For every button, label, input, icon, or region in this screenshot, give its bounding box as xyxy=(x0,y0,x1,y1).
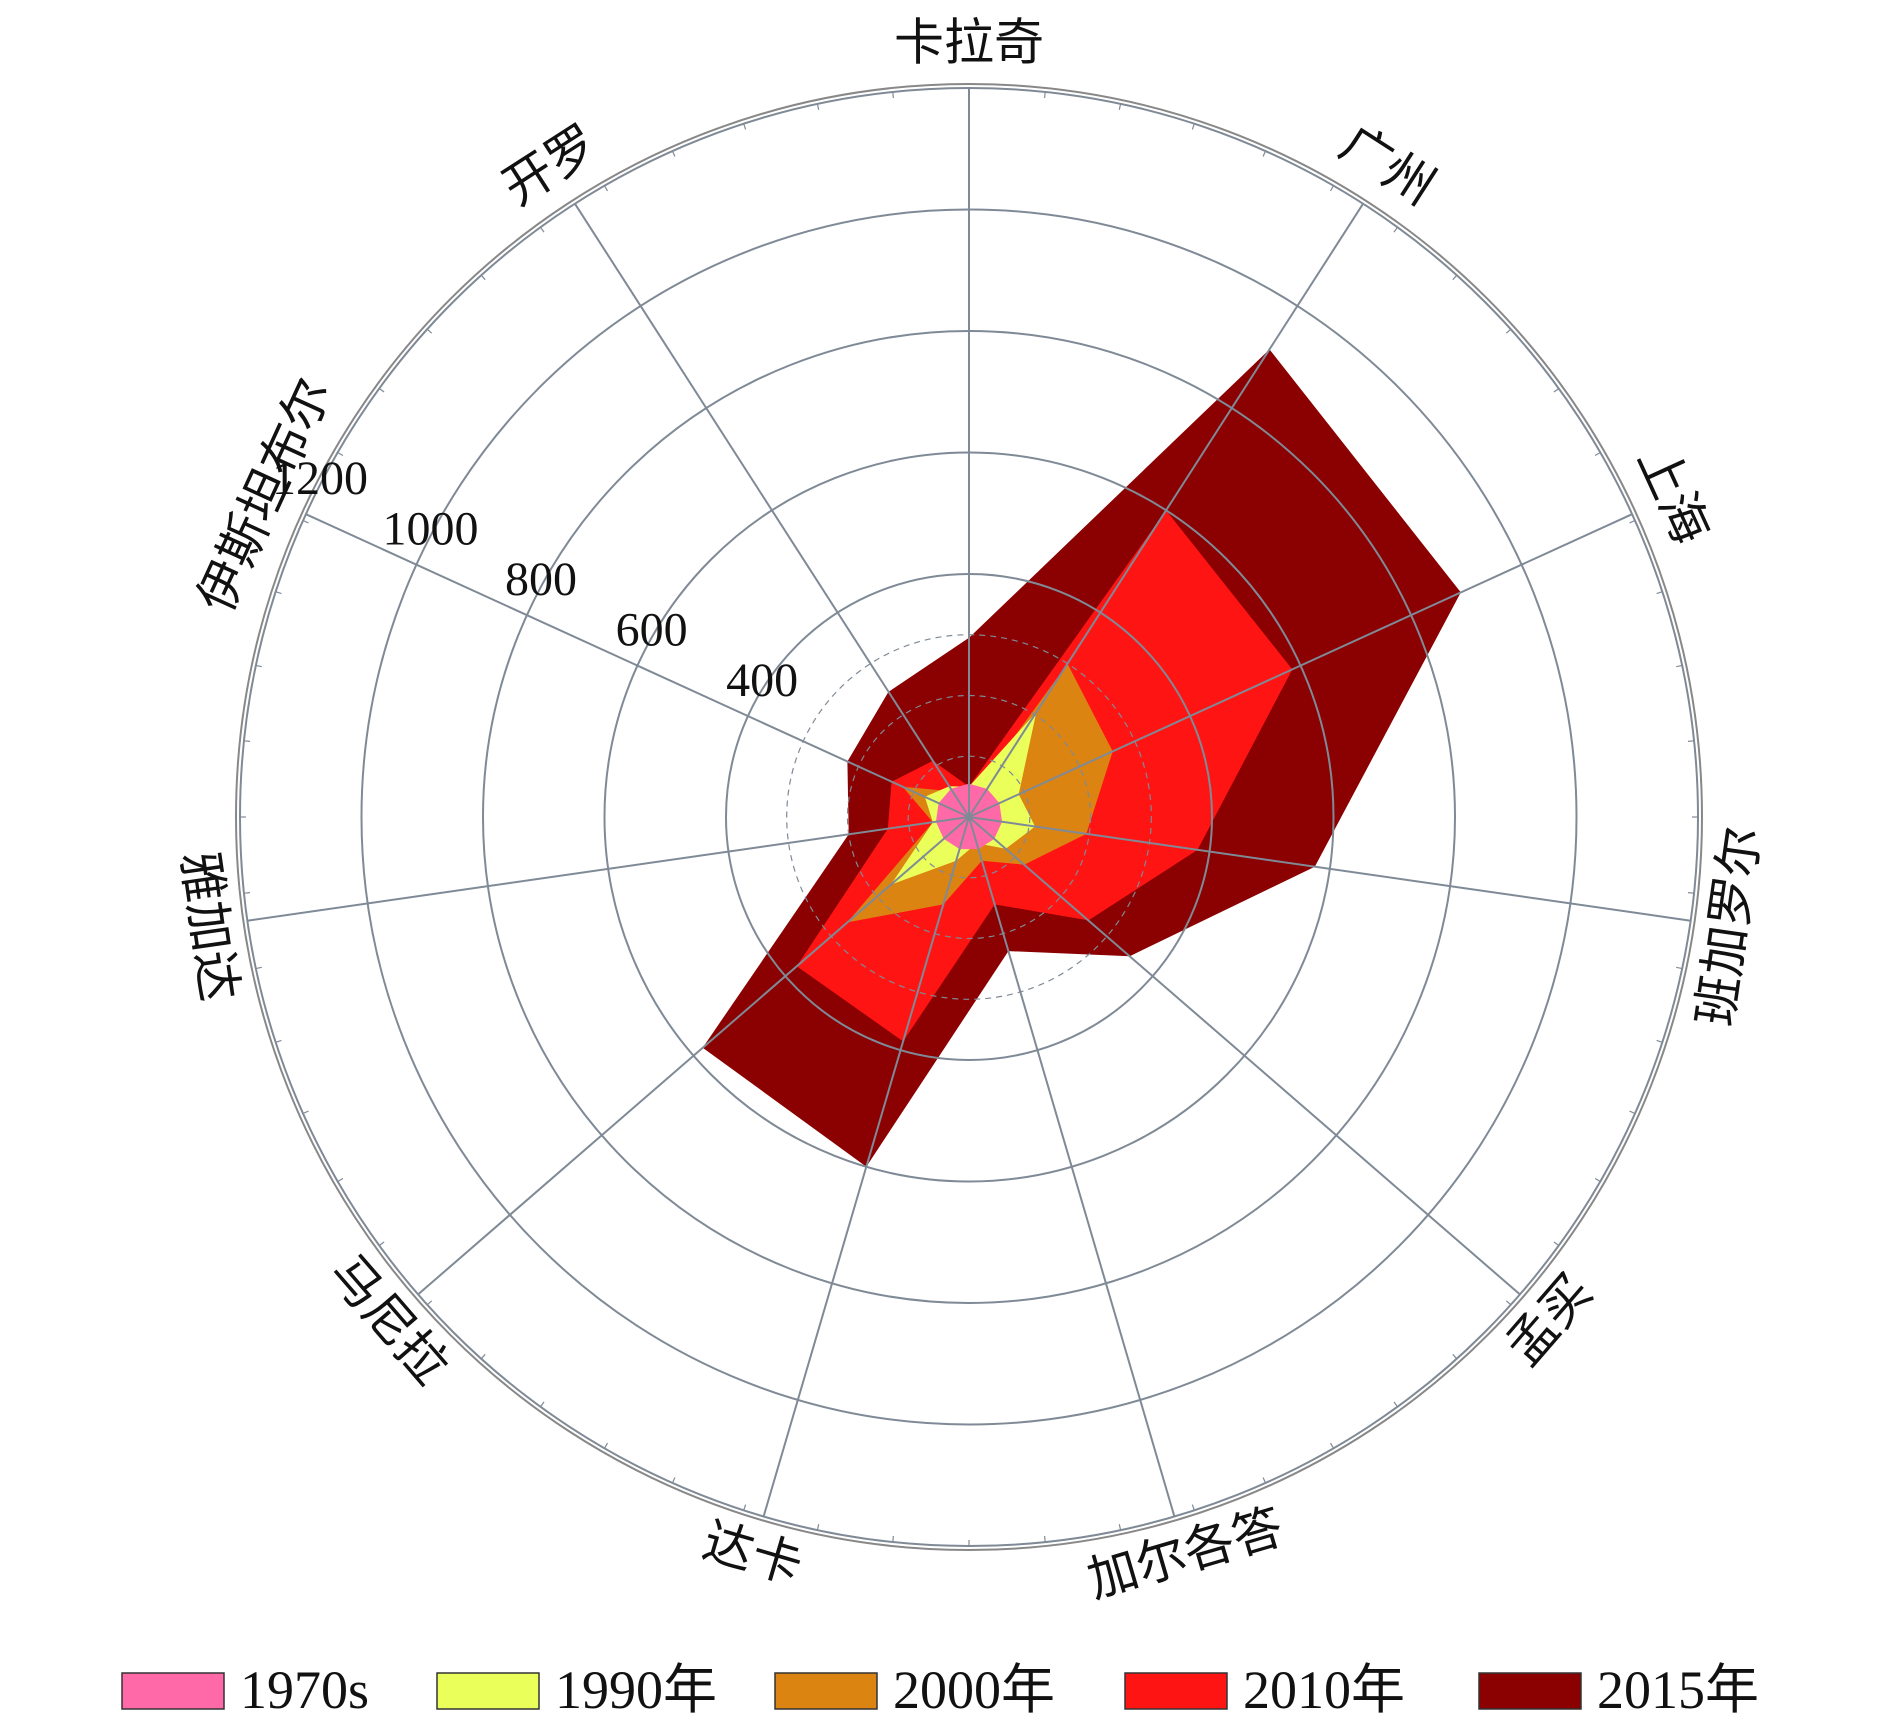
outer-tick xyxy=(1191,123,1195,130)
outer-tick xyxy=(378,1241,385,1246)
outer-tick xyxy=(480,1353,486,1360)
outer-tick xyxy=(426,328,433,334)
spoke-达卡 xyxy=(762,816,970,1517)
outer-tick xyxy=(243,892,251,894)
outer-tick xyxy=(302,519,309,524)
legend-swatch-1970s xyxy=(121,1672,225,1710)
spoke-开罗 xyxy=(574,203,970,818)
tick-label-1200: 1200 xyxy=(272,452,368,505)
legend-swatch-1990年 xyxy=(436,1672,540,1710)
outer-tick xyxy=(1629,519,1636,524)
outer-tick xyxy=(337,451,344,457)
outer-tick xyxy=(1191,1504,1195,1511)
outer-tick xyxy=(1656,591,1663,595)
category-label: 卡拉奇 xyxy=(894,14,1044,72)
spoke-伊斯坦布尔 xyxy=(305,513,970,818)
outer-tick xyxy=(1118,1524,1122,1531)
tick-label-1000: 1000 xyxy=(383,503,479,556)
legend-swatch-2000年 xyxy=(774,1672,878,1710)
outer-tick xyxy=(1594,451,1601,457)
spoke-马尼拉 xyxy=(417,816,970,1296)
outer-tick xyxy=(1118,103,1122,110)
category-label: 班加罗尔 xyxy=(1686,823,1772,1029)
outer-tick xyxy=(337,1177,344,1183)
spoke-上海 xyxy=(968,513,1633,818)
outer-tick xyxy=(1553,388,1560,393)
outer-tick xyxy=(1505,328,1512,334)
spoke-加尔各答 xyxy=(968,816,1176,1517)
outer-tick xyxy=(540,226,545,233)
outer-tick xyxy=(671,1477,676,1484)
legend-label-1970s: 1970s xyxy=(240,1660,369,1720)
tick-label-800: 800 xyxy=(505,553,577,606)
outer-tick xyxy=(816,103,820,110)
category-label: 开罗 xyxy=(493,114,608,217)
outer-tick xyxy=(603,1442,609,1449)
outer-tick xyxy=(1044,91,1046,99)
spoke-孟买 xyxy=(968,816,1521,1296)
outer-tick xyxy=(1262,1477,1267,1484)
outer-tick xyxy=(1329,185,1335,192)
spoke-雅加达 xyxy=(247,816,970,922)
outer-tick xyxy=(275,591,282,595)
outer-tick xyxy=(1452,274,1458,281)
outer-tick xyxy=(1452,1353,1458,1360)
outer-tick xyxy=(743,1504,747,1511)
category-label: 孟买 xyxy=(1494,1263,1603,1377)
outer-tick xyxy=(1676,966,1683,970)
legend-label-2015年: 2015年 xyxy=(1597,1660,1759,1720)
outer-tick xyxy=(1044,1535,1046,1543)
outer-tick xyxy=(1553,1241,1560,1246)
outer-tick xyxy=(1505,1300,1512,1306)
outer-tick xyxy=(255,664,262,668)
tick-label-400: 400 xyxy=(726,654,798,707)
outer-tick xyxy=(302,1110,309,1115)
outer-tick xyxy=(892,1535,894,1543)
outer-tick xyxy=(1656,1039,1663,1043)
outer-ring xyxy=(235,83,1703,1551)
outer-tick xyxy=(275,1039,282,1043)
outer-tick xyxy=(480,274,486,281)
outer-tick xyxy=(1393,226,1398,233)
tick-label-600: 600 xyxy=(616,604,688,657)
outer-tick xyxy=(378,388,385,393)
outer-tick xyxy=(603,185,609,192)
outer-tick xyxy=(1687,740,1695,742)
legend-label-2000年: 2000年 xyxy=(893,1660,1055,1720)
outer-tick xyxy=(243,740,251,742)
grid xyxy=(235,83,1703,1551)
radial-tick-labels: 400 600 800 1000 1200 xyxy=(272,452,798,707)
spoke-班加罗尔 xyxy=(968,816,1691,922)
category-label: 广州 xyxy=(1330,114,1445,217)
outer-tick xyxy=(671,150,676,157)
outer-tick xyxy=(426,1300,433,1306)
spoke-广州 xyxy=(968,203,1364,818)
outer-tick xyxy=(540,1401,545,1408)
legend-label-2010年: 2010年 xyxy=(1243,1660,1405,1720)
outer-tick xyxy=(255,966,262,970)
outer-tick xyxy=(1594,1177,1601,1183)
series-fills xyxy=(702,349,1461,1167)
outer-tick xyxy=(1329,1442,1335,1449)
outer-tick xyxy=(816,1524,820,1531)
outer-tick xyxy=(1262,150,1267,157)
legend-label-1990年: 1990年 xyxy=(555,1660,717,1720)
outer-tick xyxy=(1676,664,1683,668)
legend-swatch-2010年 xyxy=(1124,1672,1228,1710)
outer-tick xyxy=(892,91,894,99)
outer-tick xyxy=(1393,1401,1398,1408)
legend-swatch-2015年 xyxy=(1478,1672,1582,1710)
category-label: 加尔各答 xyxy=(1081,1497,1289,1609)
legend: 1970s 1990年 2000年 2010年 2015年 xyxy=(121,1660,1759,1720)
category-label: 雅加达 xyxy=(170,848,249,1005)
outer-tick xyxy=(1687,892,1695,894)
outer-tick xyxy=(743,123,747,130)
outer-tick xyxy=(1629,1110,1636,1115)
